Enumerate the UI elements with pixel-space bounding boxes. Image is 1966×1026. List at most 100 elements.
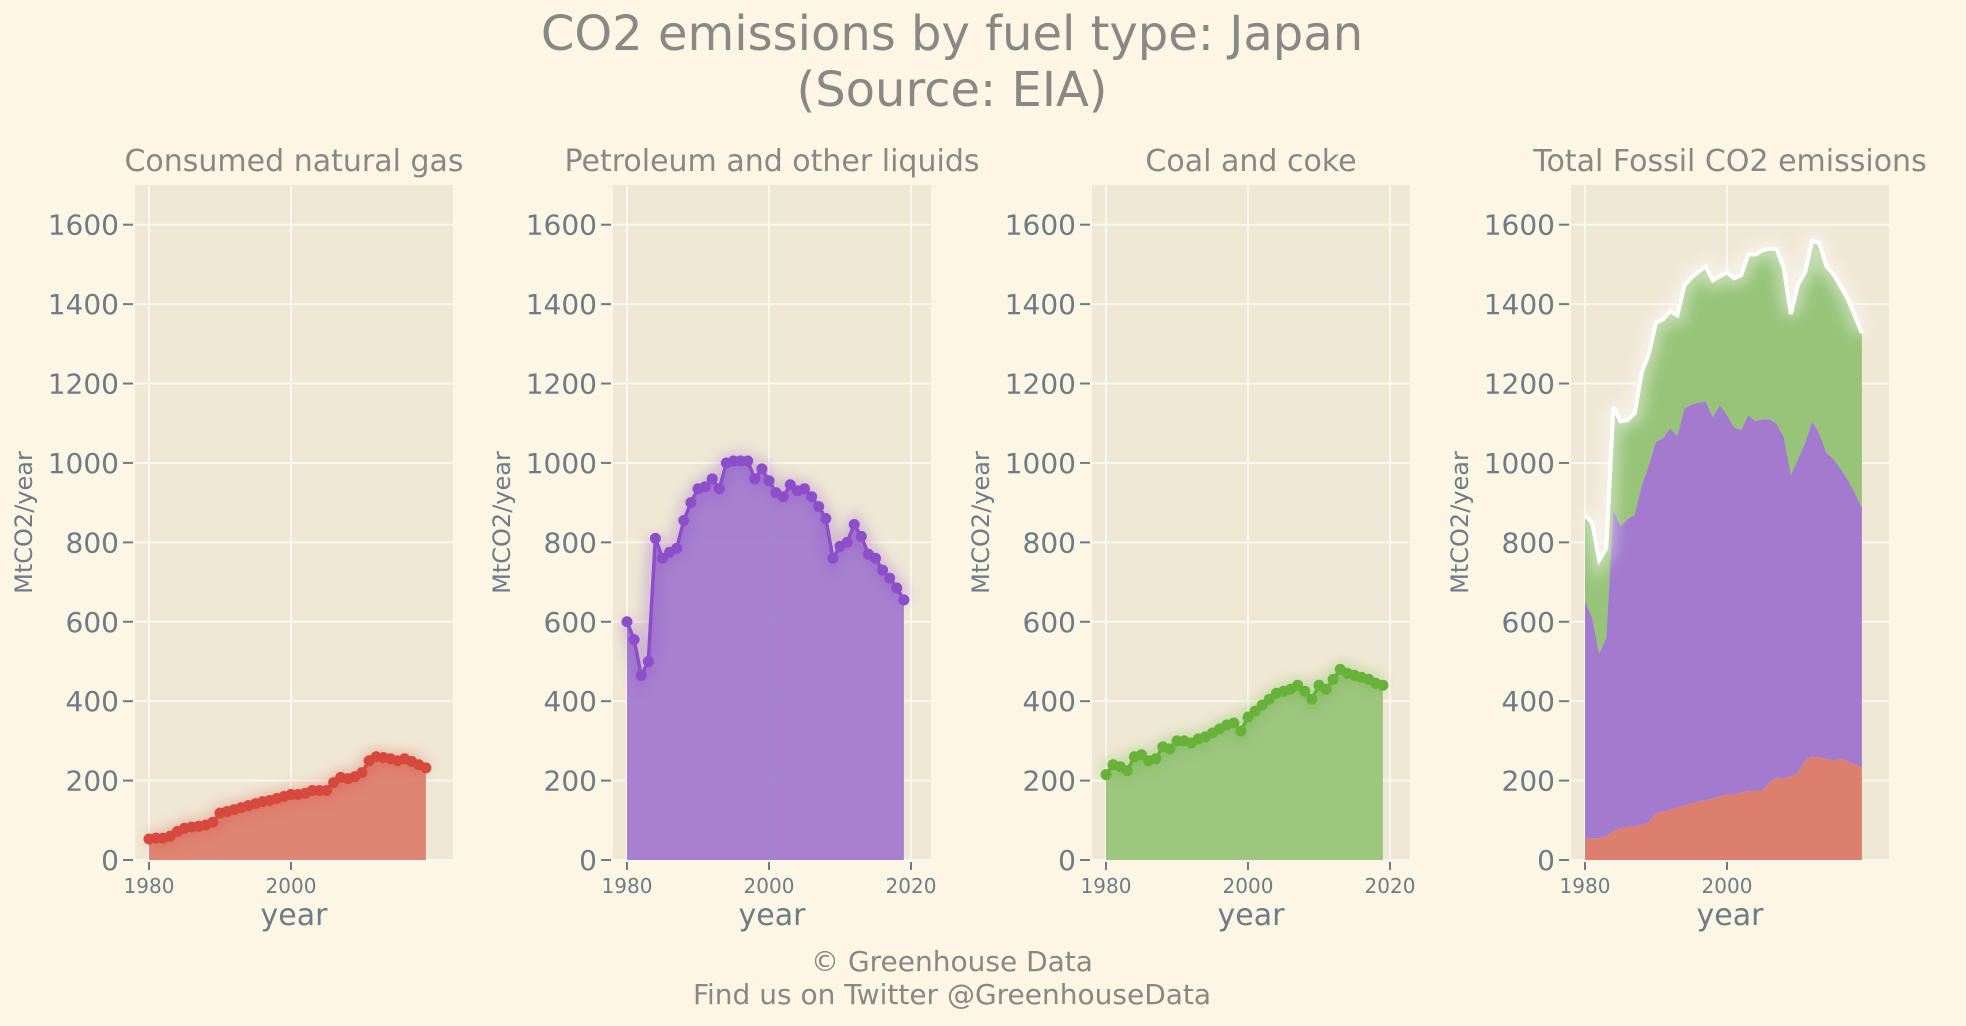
y-tick-label: 1400 bbox=[1484, 288, 1555, 321]
data-point bbox=[1164, 743, 1176, 755]
data-point bbox=[1320, 683, 1332, 695]
x-axis-label: year bbox=[1697, 898, 1765, 933]
y-tick-label: 400 bbox=[544, 685, 597, 718]
x-tick-label: 1980 bbox=[1081, 874, 1132, 898]
y-tick-label: 0 bbox=[579, 844, 597, 877]
y-tick-label: 0 bbox=[1537, 844, 1555, 877]
data-point bbox=[763, 475, 775, 487]
data-point bbox=[898, 594, 910, 606]
x-tick-label: 1980 bbox=[1560, 874, 1611, 898]
data-point bbox=[1299, 685, 1311, 697]
y-tick-label: 1200 bbox=[1005, 368, 1076, 401]
data-point bbox=[685, 497, 697, 509]
data-point bbox=[671, 542, 683, 554]
panel-2: 0 200 400 600 800 1000 1200 1400 1600 1980 2000 202… bbox=[488, 144, 980, 933]
x-tick-label: 2000 bbox=[744, 874, 795, 898]
x-tick-label: 2000 bbox=[266, 874, 317, 898]
data-point bbox=[678, 515, 690, 527]
data-point bbox=[642, 655, 654, 667]
plot-area bbox=[135, 185, 453, 860]
data-point bbox=[1377, 679, 1389, 691]
x-tick-label: 2020 bbox=[886, 874, 937, 898]
data-point bbox=[1100, 769, 1112, 781]
data-point bbox=[1235, 725, 1247, 737]
data-point bbox=[635, 669, 647, 681]
data-point bbox=[820, 513, 832, 525]
y-tick-label: 800 bbox=[544, 526, 597, 559]
data-point bbox=[806, 491, 818, 503]
y-tick-label: 1600 bbox=[48, 209, 119, 242]
y-axis-label: MtCO2/year bbox=[967, 451, 995, 594]
data-point bbox=[207, 816, 219, 828]
data-point bbox=[777, 491, 789, 503]
data-point bbox=[891, 582, 903, 594]
footer-copyright: © Greenhouse Data bbox=[811, 945, 1093, 978]
data-point bbox=[621, 616, 633, 628]
data-point bbox=[628, 634, 640, 646]
y-tick-label: 800 bbox=[66, 526, 119, 559]
y-tick-label: 400 bbox=[1502, 685, 1555, 718]
data-point bbox=[649, 532, 661, 544]
x-axis-label: year bbox=[261, 898, 329, 933]
data-point bbox=[756, 463, 768, 475]
y-tick-label: 1400 bbox=[1005, 288, 1076, 321]
data-point bbox=[420, 762, 432, 774]
data-point bbox=[1150, 753, 1162, 765]
data-point bbox=[827, 552, 839, 564]
y-tick-label: 0 bbox=[1058, 844, 1076, 877]
data-point bbox=[870, 552, 881, 564]
x-tick-label: 1980 bbox=[124, 874, 175, 898]
y-axis-label: MtCO2/year bbox=[1446, 451, 1474, 594]
y-tick-label: 1000 bbox=[526, 447, 597, 480]
y-tick-label: 1000 bbox=[48, 447, 119, 480]
data-point bbox=[1306, 693, 1318, 705]
y-tick-label: 1200 bbox=[526, 368, 597, 401]
y-tick-label: 1600 bbox=[526, 209, 597, 242]
stack-gas-area bbox=[1585, 756, 1862, 860]
y-tick-label: 0 bbox=[101, 844, 119, 877]
data-point bbox=[1121, 765, 1133, 777]
y-tick-label: 600 bbox=[544, 606, 597, 639]
data-point bbox=[848, 518, 860, 530]
data-point bbox=[1228, 717, 1240, 729]
data-point bbox=[1327, 673, 1339, 685]
y-tick-label: 1200 bbox=[48, 368, 119, 401]
footer-twitter: Find us on Twitter @GreenhouseData bbox=[693, 978, 1211, 1011]
data-point bbox=[742, 455, 754, 467]
y-tick-label: 1000 bbox=[1484, 447, 1555, 480]
panel-title: Petroleum and other liquids bbox=[564, 144, 979, 179]
data-point bbox=[356, 767, 368, 779]
y-tick-label: 800 bbox=[1023, 526, 1076, 559]
panel-title: Coal and coke bbox=[1145, 144, 1356, 179]
data-point bbox=[749, 473, 761, 485]
y-tick-label: 1400 bbox=[48, 288, 119, 321]
chart-title: CO2 emissions by fuel type: Japan bbox=[541, 6, 1363, 62]
total-line bbox=[1583, 237, 1864, 566]
panel-title: Total Fossil CO2 emissions bbox=[1532, 144, 1926, 179]
y-tick-label: 1600 bbox=[1484, 209, 1555, 242]
data-point bbox=[799, 483, 810, 495]
y-tick-label: 200 bbox=[1502, 765, 1555, 798]
y-tick-label: 1600 bbox=[1005, 209, 1076, 242]
y-tick-label: 400 bbox=[1023, 685, 1076, 718]
y-tick-label: 1200 bbox=[1484, 368, 1555, 401]
chart-subtitle: (Source: EIA) bbox=[796, 62, 1107, 118]
panel-3: 0 200 400 600 800 1000 1200 1400 1600 1980 2000 202… bbox=[967, 144, 1415, 933]
panel-4: 0 200 400 600 800 1000 1200 1400 1600 1980 2000 Tot… bbox=[1446, 144, 1927, 933]
x-axis-label: year bbox=[739, 898, 807, 933]
data-point bbox=[877, 564, 889, 576]
y-tick-label: 200 bbox=[66, 765, 119, 798]
stack-petroleum-area bbox=[1585, 401, 1862, 839]
y-tick-label: 1000 bbox=[1005, 447, 1076, 480]
y-tick-label: 200 bbox=[544, 765, 597, 798]
x-tick-label: 2000 bbox=[1702, 874, 1753, 898]
y-tick-label: 600 bbox=[66, 606, 119, 639]
x-tick-label: 2020 bbox=[1365, 874, 1416, 898]
x-axis-label: year bbox=[1218, 898, 1286, 933]
data-point bbox=[321, 785, 332, 797]
x-tick-label: 1980 bbox=[602, 874, 653, 898]
y-axis-label: MtCO2/year bbox=[488, 451, 516, 594]
y-tick-label: 400 bbox=[66, 685, 119, 718]
y-tick-label: 200 bbox=[1023, 765, 1076, 798]
